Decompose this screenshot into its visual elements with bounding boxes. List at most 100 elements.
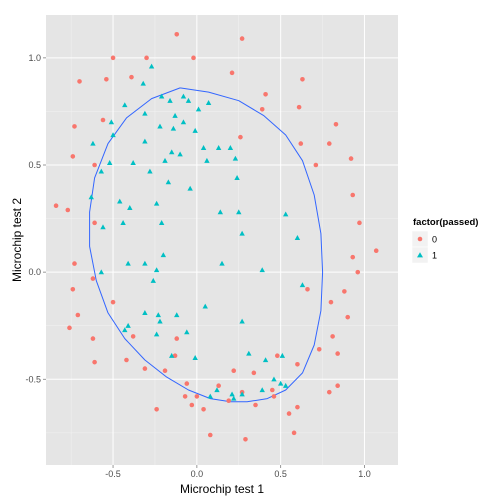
data-point-failed	[207, 432, 213, 438]
data-point-failed	[357, 220, 362, 226]
legend-circle-icon	[417, 236, 423, 242]
data-point-failed	[172, 353, 178, 359]
data-point-passed	[205, 100, 212, 105]
data-point-failed	[243, 436, 248, 442]
data-point-passed	[246, 350, 252, 356]
data-point-failed	[345, 314, 351, 320]
data-point-failed	[77, 79, 82, 84]
data-point-failed	[174, 336, 180, 341]
data-point-failed	[350, 254, 356, 260]
data-point-passed	[122, 102, 128, 108]
data-point-passed	[231, 395, 237, 401]
y-tick-label: 0.0	[28, 267, 41, 277]
data-point-passed	[142, 110, 148, 116]
data-point-failed	[226, 398, 232, 404]
data-point-passed	[140, 80, 146, 86]
data-point-passed	[142, 310, 148, 315]
data-point-failed	[355, 269, 361, 275]
data-point-failed	[53, 203, 59, 209]
major-gridlines	[46, 15, 398, 465]
data-point-passed	[195, 106, 202, 112]
data-point-passed	[234, 175, 240, 180]
data-point-passed	[160, 252, 167, 258]
data-point-failed	[162, 368, 168, 374]
data-point-passed	[117, 198, 123, 204]
data-point-failed	[330, 334, 335, 339]
decision-boundary-layer	[89, 87, 324, 403]
data-point-failed	[350, 192, 356, 198]
data-point-passed	[110, 132, 116, 138]
data-point-passed	[187, 185, 193, 191]
data-point-passed	[217, 209, 224, 215]
data-point-passed	[153, 267, 160, 273]
data-point-passed	[185, 97, 192, 103]
data-point-failed	[129, 74, 134, 80]
data-point-passed	[204, 157, 210, 163]
data-point-passed	[192, 127, 198, 133]
data-point-failed	[191, 55, 196, 61]
data-point-passed	[219, 260, 225, 266]
data-point-failed	[110, 55, 116, 61]
data-point-passed	[271, 376, 277, 382]
y-axis-title: Microchip test 2	[10, 198, 24, 282]
data-point-failed	[194, 394, 200, 399]
data-point-failed	[75, 312, 81, 318]
data-point-failed	[184, 381, 190, 386]
data-point-failed	[100, 117, 106, 123]
y-tick-label: 1.0	[28, 53, 41, 63]
data-point-passed	[214, 387, 220, 393]
data-point-failed	[142, 366, 148, 371]
data-point-failed	[253, 402, 258, 408]
data-point-passed	[106, 160, 113, 165]
data-point-passed	[282, 211, 289, 217]
data-point-passed	[202, 303, 208, 309]
data-point-failed	[67, 325, 72, 331]
data-point-failed	[216, 383, 221, 389]
data-point-passed	[299, 282, 306, 288]
data-point-failed	[259, 106, 265, 112]
data-point-passed	[227, 145, 234, 150]
plot-panel	[46, 15, 398, 465]
x-tick-label: 0.5	[274, 469, 287, 479]
data-point-passed	[239, 318, 245, 324]
data-point-passed	[232, 155, 239, 161]
data-point-passed	[157, 123, 163, 129]
data-point-passed	[100, 224, 106, 230]
data-point-failed	[231, 368, 237, 374]
data-point-passed	[120, 220, 126, 225]
data-point-passed	[239, 391, 245, 397]
data-point-passed	[150, 277, 156, 283]
data-point-passed	[158, 220, 165, 225]
y-tick-label: 0.5	[28, 160, 41, 170]
data-point-failed	[65, 207, 71, 213]
data-point-failed	[189, 402, 195, 408]
legend-triangle-icon	[417, 252, 423, 258]
data-point-passed	[262, 357, 269, 363]
data-point-passed	[169, 149, 175, 155]
data-point-failed	[300, 76, 305, 82]
data-point-failed	[229, 70, 235, 76]
data-point-failed	[90, 276, 96, 281]
decision-boundary-curve	[89, 87, 324, 403]
x-tick-label: -0.5	[105, 469, 121, 479]
data-point-passed	[148, 63, 155, 69]
data-point-passed	[174, 312, 180, 318]
data-point-passed	[142, 260, 148, 266]
data-point-passed	[177, 151, 183, 157]
data-point-failed	[291, 430, 297, 436]
data-point-passed	[165, 179, 172, 185]
data-point-failed	[238, 134, 243, 140]
data-point-failed	[130, 334, 136, 339]
data-point-failed	[70, 286, 76, 292]
y-tick-label: -0.5	[25, 374, 41, 384]
data-point-failed	[305, 286, 310, 292]
data-point-passed	[125, 260, 131, 266]
data-point-failed	[373, 248, 379, 254]
data-point-passed	[167, 97, 173, 103]
data-point-passed	[153, 200, 160, 206]
data-point-passed	[142, 138, 148, 144]
data-point-passed	[180, 119, 187, 125]
data-point-passed	[153, 331, 160, 337]
data-point-passed	[169, 352, 175, 358]
